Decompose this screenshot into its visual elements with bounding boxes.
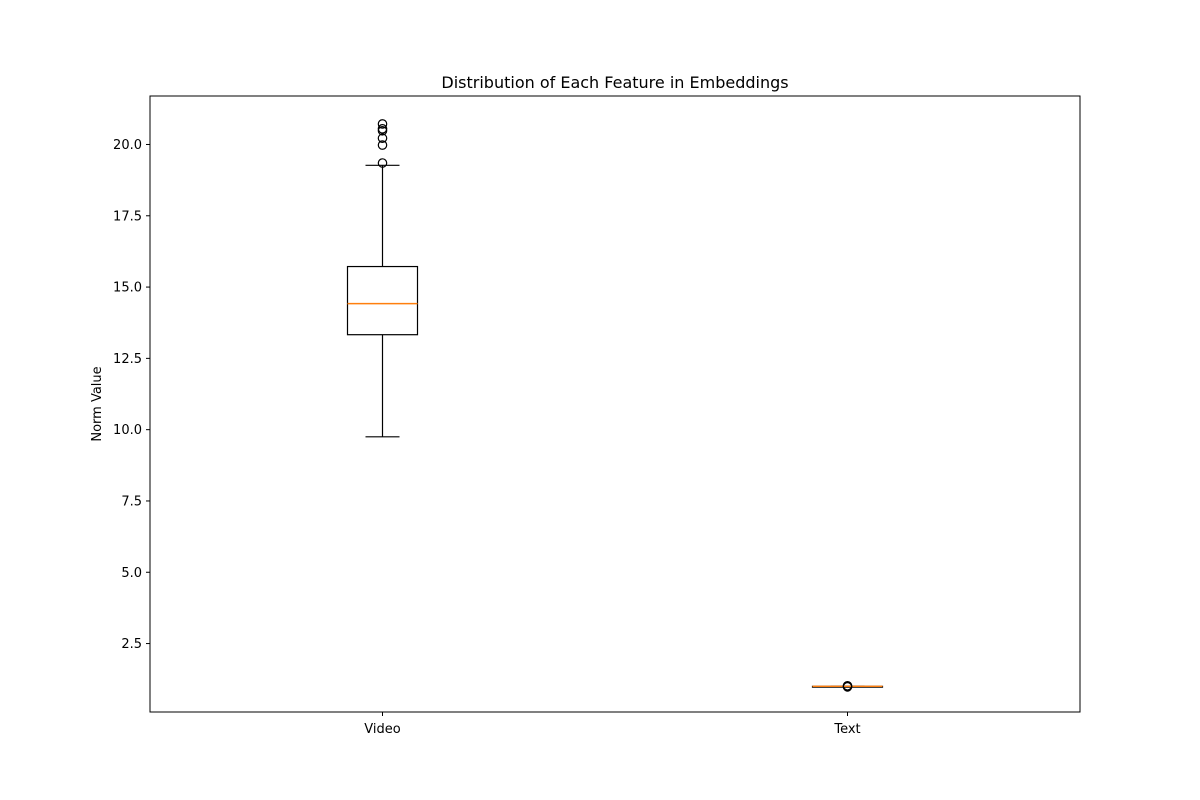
outlier-point (377, 133, 388, 144)
y-tick-label: 12.5 (113, 352, 142, 367)
y-axis: 2.5 5.0 7.5 10.0 12.5 15.0 17.5 20.0 (113, 138, 150, 652)
x-tick-label: Video (364, 722, 400, 737)
outlier-point (377, 158, 388, 168)
y-tick-label: 2.5 (121, 637, 142, 652)
chart-title: Distribution of Each Feature in Embeddin… (441, 73, 788, 92)
iqr-box (346, 265, 419, 336)
plot-frame (149, 95, 1081, 713)
y-tick-label: 7.5 (121, 494, 142, 509)
y-tick-label: 17.5 (113, 209, 142, 224)
plot-area (149, 95, 1081, 713)
box-text (811, 680, 884, 692)
outlier-point (377, 123, 388, 134)
outlier-point (377, 140, 388, 150)
box-video (346, 119, 419, 438)
outlier-point (842, 680, 853, 691)
y-tick-label: 15.0 (113, 281, 142, 296)
y-tick-label: 10.0 (113, 423, 142, 438)
x-axis: Video Text (364, 712, 861, 737)
y-tick-label: 20.0 (113, 138, 142, 153)
y-tick-label: 5.0 (121, 566, 142, 581)
outlier-point (377, 119, 388, 129)
y-axis-label: Norm Value (90, 366, 105, 441)
x-tick-label: Text (833, 722, 860, 737)
